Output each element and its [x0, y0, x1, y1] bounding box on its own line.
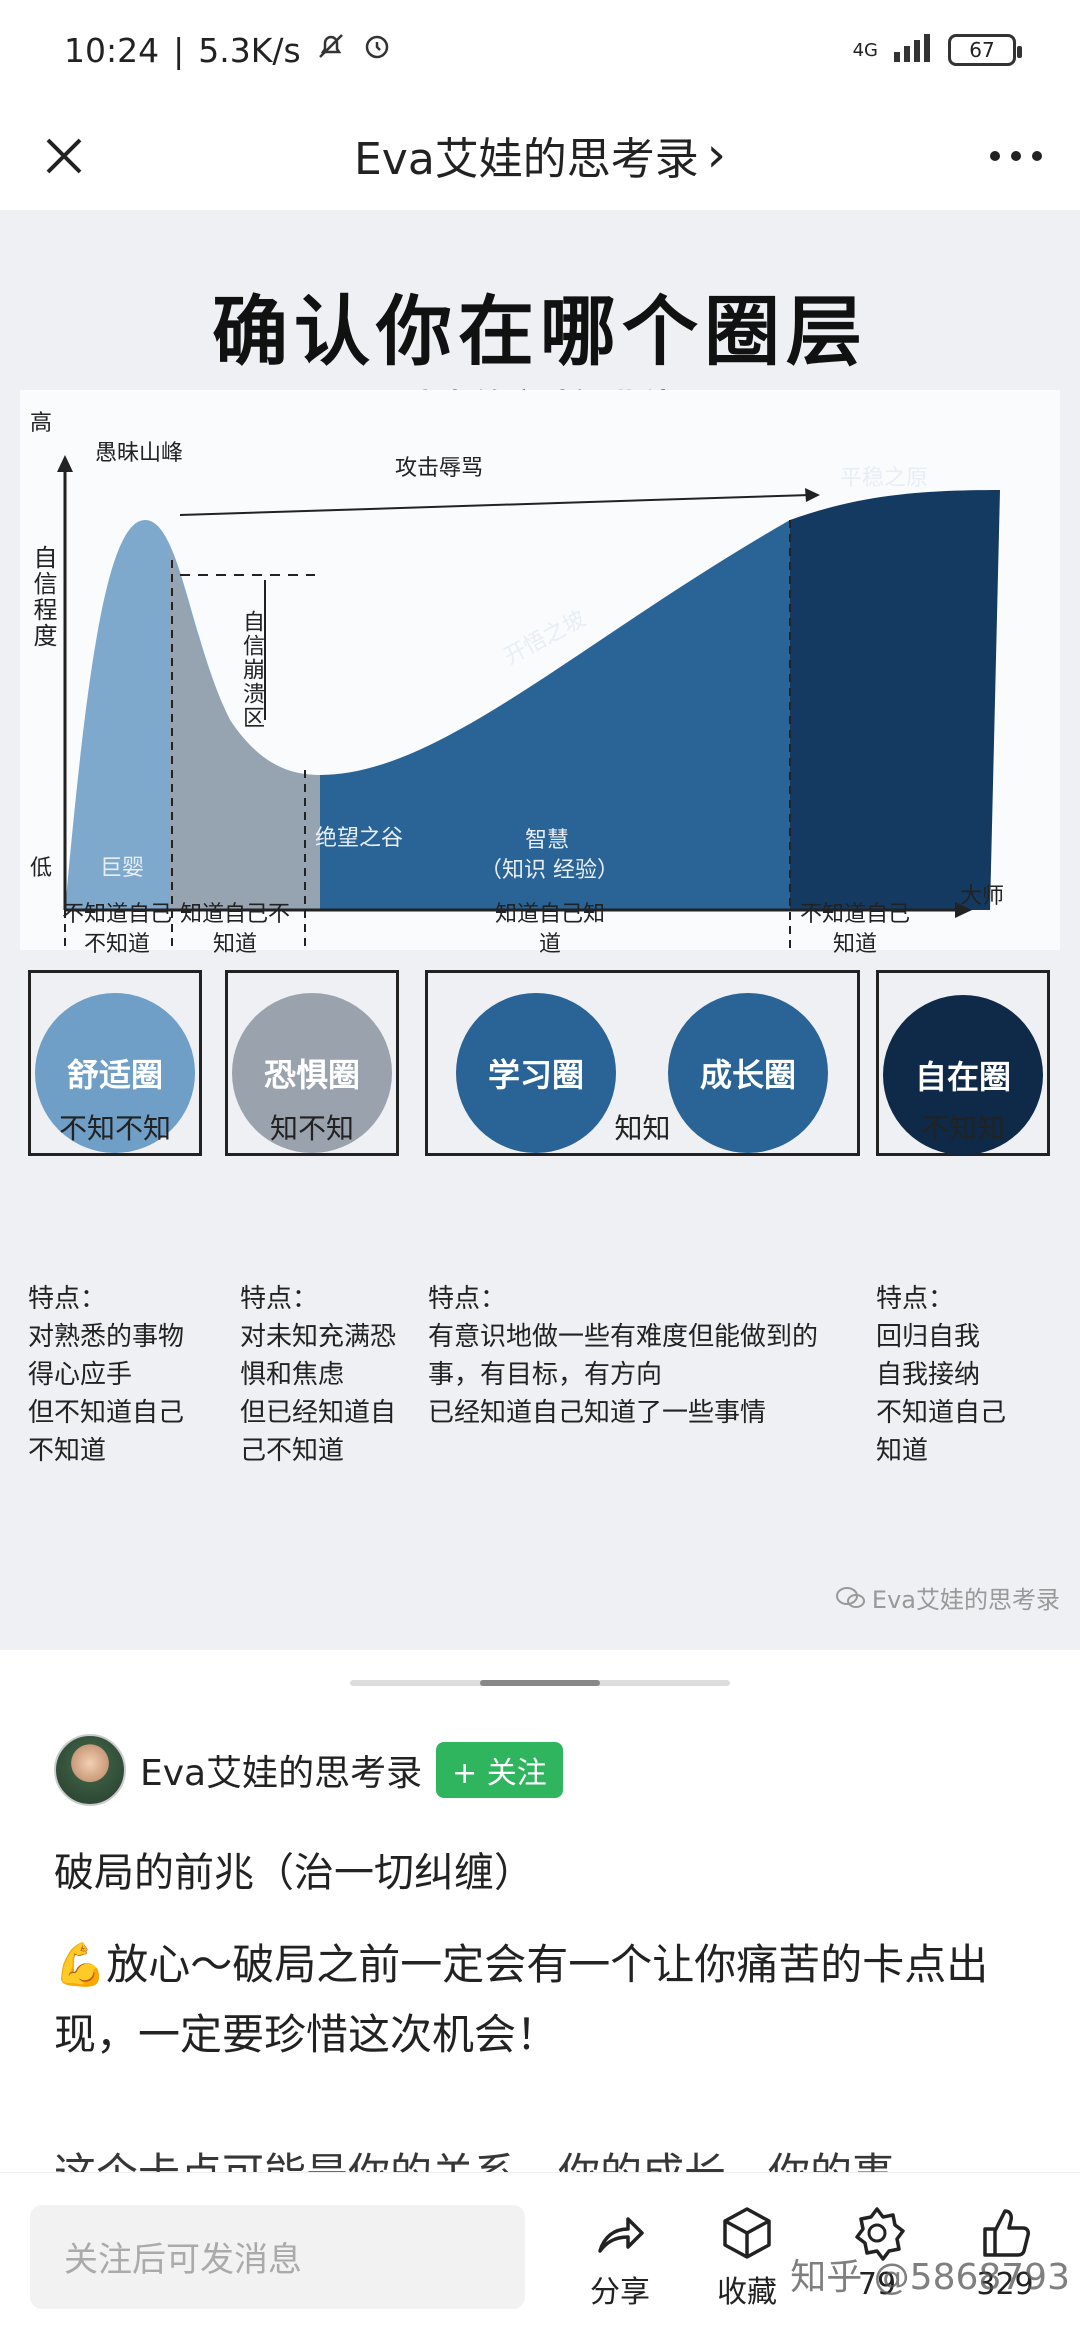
trait-block: 特点： 对熟悉的事物 得心应手 但不知道自己 不知道	[28, 1284, 185, 1466]
valley-label: 绝望之谷	[315, 826, 404, 851]
trait-block: 特点： 对未知充满恐 惧和焦虑 但已经知道自 己不知道	[240, 1284, 397, 1466]
circle-boxes: 舒适圈 不知不知 恐惧圈 知不知 学习圈 成长圈 知知 自在圈 不知知	[0, 970, 1080, 1160]
y-axis-high: 高	[30, 411, 53, 436]
circle-grow: 成长圈	[668, 993, 828, 1153]
badge-icon	[855, 2207, 905, 2261]
status-speed: 5.3K/s	[198, 30, 301, 70]
carousel-thumb	[480, 1680, 600, 1686]
y-axis-label: 自信程度	[29, 545, 57, 649]
avatar[interactable]	[54, 1734, 126, 1806]
segment-label: 不知道自己知道	[800, 902, 911, 957]
post-image[interactable]: 确认你在哪个圈层 达克效应认知曲线 高 低	[0, 210, 1080, 1650]
signal-icon	[892, 31, 934, 70]
wechat-icon	[835, 1586, 865, 1608]
caption-comfort: 不知不知	[58, 1112, 171, 1145]
message-input[interactable]: 关注后可发消息	[30, 2204, 525, 2309]
baby-label: 巨婴	[100, 856, 145, 881]
segment-label: 不知道自己不知道	[62, 902, 173, 957]
circle-free: 自在圈	[883, 995, 1043, 1155]
post-title: 破局的前兆（治一切纠缠）	[54, 1850, 534, 1896]
circle-comfort: 舒适圈	[35, 993, 195, 1153]
peak-label: 愚昧山峰	[95, 441, 184, 466]
share-button[interactable]: 分享	[565, 2205, 675, 2325]
close-button[interactable]	[32, 124, 96, 188]
post-body: 💪放心～破局之前一定会有一个让你痛苦的卡点出现，一定要珍惜这次机会！	[54, 1940, 989, 2059]
segment-labels: 不知道自己不知道 知道自己不知道 知道自己知道 不知道自己知道	[0, 900, 1080, 980]
more-button[interactable]	[984, 124, 1048, 188]
account-title: Eva艾娃的思考录	[353, 134, 699, 185]
follow-button[interactable]: + 关注	[436, 1742, 563, 1798]
wisdom-sub-label: （知识 经验）	[480, 858, 619, 883]
alarm-icon	[361, 30, 393, 70]
image-watermark: Eva艾娃的思考录	[835, 1580, 1060, 1615]
close-icon	[46, 138, 82, 174]
appreciate-button[interactable]: 79	[822, 2205, 932, 2325]
plateau-label: 平稳之原	[840, 466, 929, 491]
thumbs-up-icon	[983, 2209, 1030, 2257]
account-title-link[interactable]: Eva艾娃的思考录 ›	[354, 123, 726, 187]
chevron-right-icon: ›	[706, 127, 726, 183]
circle-fear: 恐惧圈	[232, 993, 392, 1153]
image-carousel-indicator	[350, 1680, 730, 1686]
box-learn-grow: 学习圈 成长圈 知知	[425, 970, 860, 1156]
collect-button[interactable]: 收藏	[692, 2205, 802, 2325]
wisdom-label: 智慧	[525, 828, 570, 853]
author-name[interactable]: Eva艾娃的思考录	[140, 1753, 423, 1794]
share-icon	[598, 2217, 644, 2253]
mute-bell-icon	[315, 30, 347, 70]
segment-label: 知道自己知道	[495, 902, 606, 957]
caption-free: 不知知	[920, 1112, 1005, 1145]
source-watermark: 知乎 @5868793	[790, 2257, 1070, 2298]
image-title: 确认你在哪个圈层	[212, 287, 868, 376]
caption-fear: 知不知	[269, 1112, 354, 1145]
y-axis-low: 低	[30, 856, 53, 881]
box-comfort: 舒适圈 不知不知	[28, 970, 202, 1156]
author-row: Eva艾娃的思考录 + 关注	[54, 1734, 563, 1806]
circle-learn: 学习圈	[456, 993, 616, 1153]
attack-label: 攻击辱骂	[395, 456, 484, 481]
box-free: 自在圈 不知知	[876, 970, 1050, 1156]
master-label: 大师	[960, 884, 1005, 909]
more-dots-icon	[990, 151, 1042, 161]
battery-icon: 67	[948, 34, 1022, 66]
trait-block: 特点： 回归自我 自我接纳 不知道自己 知道	[876, 1284, 1007, 1466]
box-fear: 恐惧圈 知不知	[225, 970, 399, 1156]
bottom-action-bar: 关注后可发消息	[0, 2172, 1080, 2340]
like-button[interactable]: 329	[950, 2205, 1060, 2325]
segment-label: 知道自己不知道	[180, 902, 291, 957]
cube-icon	[723, 2207, 771, 2259]
status-time: 10:24	[64, 30, 160, 70]
trait-block: 特点： 有意识地做一些有难度但能做到的 事，有目标，有方向 已经知道自己知道了一…	[428, 1284, 819, 1428]
top-nav-bar: Eva艾娃的思考录 ›	[0, 100, 1080, 210]
caption-learn-grow: 知知	[614, 1112, 671, 1145]
network-label: 4G	[852, 39, 878, 61]
dunning-kruger-curve	[20, 390, 1060, 950]
status-bar: 10:24 | 5.3K/s 4G 67	[0, 0, 1080, 100]
collapse-label: 自信崩溃区	[239, 610, 264, 730]
